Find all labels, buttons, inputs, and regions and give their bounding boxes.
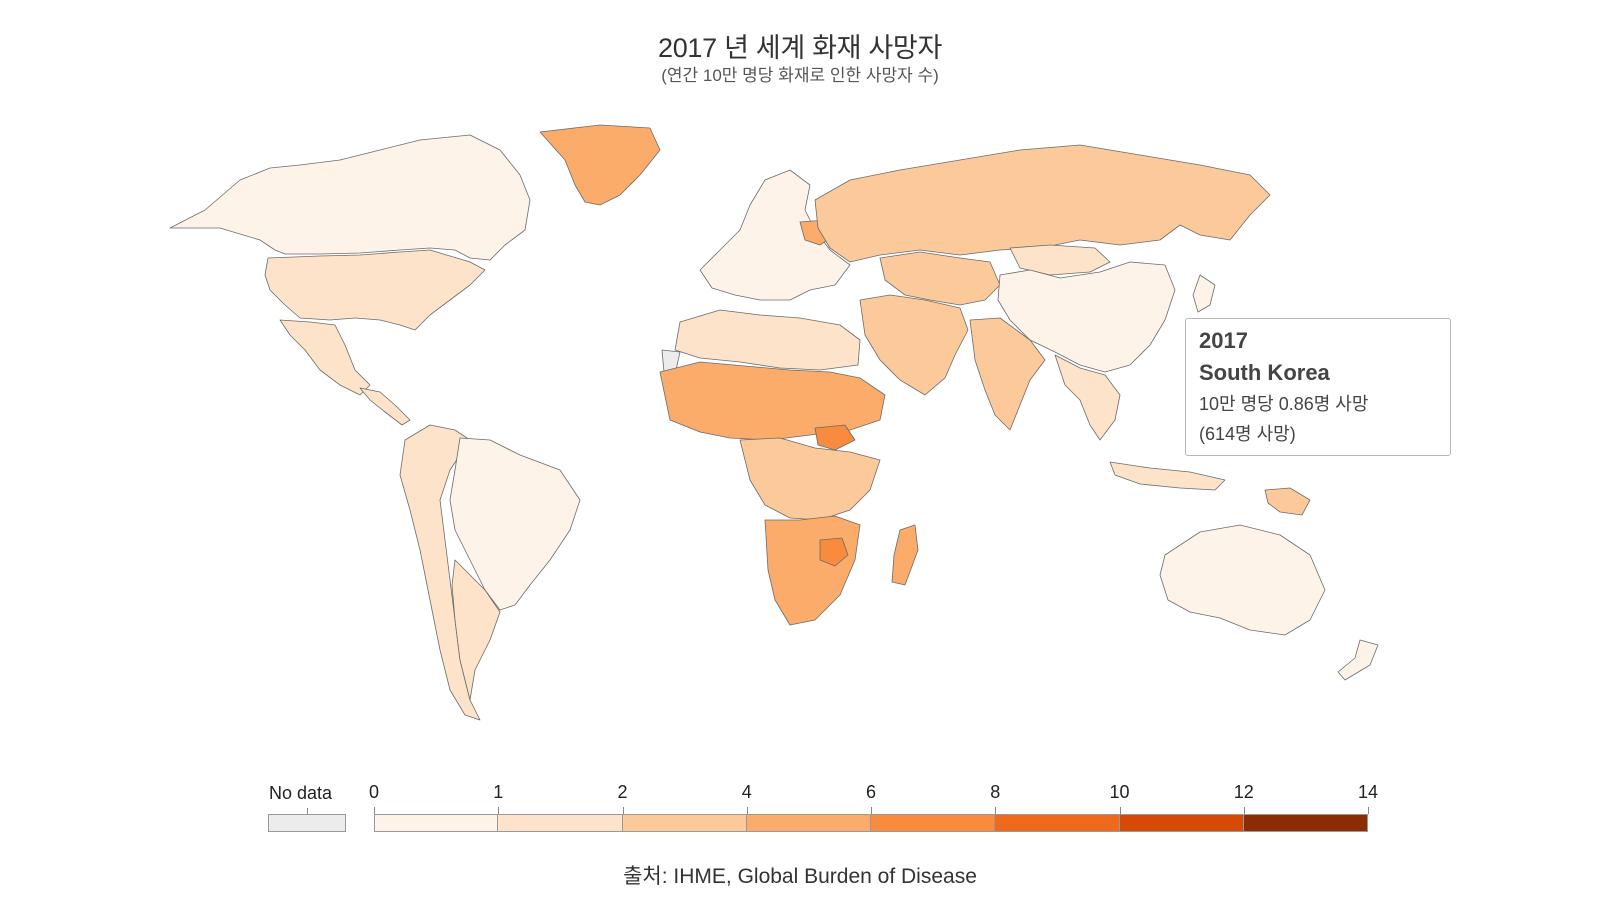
region-southeast-asia[interactable] — [1054, 354, 1121, 441]
region-china[interactable] — [997, 261, 1176, 373]
region-russia[interactable] — [814, 144, 1271, 263]
region-new-zealand[interactable] — [1337, 639, 1379, 681]
source-note: 출처: IHME, Global Burden of Disease — [623, 865, 977, 888]
world-map — [169, 124, 1379, 721]
legend-swatch-2[interactable] — [622, 814, 747, 832]
region-south-sudan[interactable] — [814, 424, 856, 451]
legend-tick-label: 14 — [1357, 782, 1379, 802]
legend-tick-label: 0 — [368, 782, 380, 802]
legend-tick-mark — [1243, 807, 1245, 814]
region-brazil[interactable] — [449, 437, 581, 611]
legend-swatch-6[interactable] — [1119, 814, 1244, 832]
chart-subtitle: (연간 10만 명당 화재로 인한 사망자 수) — [661, 66, 939, 85]
region-argentina[interactable] — [451, 559, 501, 701]
tooltip-count: (614명 사망) — [1199, 424, 1296, 444]
tooltip-rate: 10만 명당 0.86명 사망 — [1199, 394, 1369, 414]
region-canada[interactable] — [169, 134, 531, 261]
legend-tick-label: 12 — [1233, 782, 1254, 802]
legend-swatch-0[interactable] — [374, 814, 499, 832]
region-north-africa[interactable] — [674, 309, 861, 371]
legend-tick-label: 10 — [1109, 782, 1130, 802]
legend-swatch-4[interactable] — [871, 814, 996, 832]
region-sahel[interactable] — [659, 361, 886, 441]
legend-tick-mark — [1119, 807, 1121, 814]
region-central-america[interactable] — [359, 387, 411, 426]
legend-swatch-3[interactable] — [746, 814, 871, 832]
region-greenland[interactable] — [539, 124, 661, 206]
legend-color-scale: 0 1 2 4 6 8 10 12 14 — [369, 782, 1392, 832]
region-japan[interactable] — [1192, 274, 1216, 313]
legend-tick-mark — [995, 807, 997, 814]
region-madagascar[interactable] — [891, 524, 919, 586]
chart-title: 2017 년 세계 화재 사망자 — [658, 33, 942, 63]
region-middle-east[interactable] — [859, 294, 969, 396]
legend-swatch-5[interactable] — [995, 814, 1120, 832]
legend-tick-label: 6 — [865, 782, 877, 802]
legend-tick-mark — [498, 807, 500, 814]
region-mexico[interactable] — [279, 319, 371, 396]
legend-tick-mark — [746, 807, 748, 814]
legend-tick-label: 2 — [617, 782, 628, 802]
legend-tick-mark — [374, 807, 375, 814]
legend-tick-label: 1 — [493, 782, 504, 802]
region-india[interactable] — [969, 317, 1046, 431]
region-central-africa[interactable] — [739, 437, 881, 521]
legend-no-data-tick — [307, 808, 308, 814]
region-southern-africa[interactable] — [764, 515, 861, 626]
legend-tick-label: 8 — [990, 782, 1001, 802]
region-mongolia[interactable] — [1009, 244, 1111, 276]
region-zimbabwe[interactable] — [819, 537, 849, 567]
legend-swatch-1[interactable] — [498, 814, 623, 832]
region-papua-new-guinea[interactable] — [1264, 487, 1311, 516]
region-indonesia[interactable] — [1109, 461, 1226, 491]
legend-no-data-swatch[interactable] — [268, 814, 346, 832]
legend-tick-label: 4 — [741, 782, 752, 802]
legend-tick-mark — [1368, 807, 1369, 814]
legend-tick-mark — [871, 807, 872, 814]
legend-swatch-7[interactable] — [1243, 814, 1368, 832]
tooltip-country: South Korea — [1199, 360, 1330, 385]
region-usa[interactable] — [264, 249, 486, 331]
legend-no-data-label: No data — [269, 783, 333, 803]
region-central-asia[interactable] — [879, 251, 1001, 306]
region-australia[interactable] — [1159, 524, 1326, 636]
tooltip-year: 2017 — [1199, 328, 1248, 353]
country-tooltip: 2017 South Korea 10만 명당 0.86명 사망 (614명 사… — [1185, 318, 1451, 456]
legend-tick-mark — [622, 807, 624, 814]
